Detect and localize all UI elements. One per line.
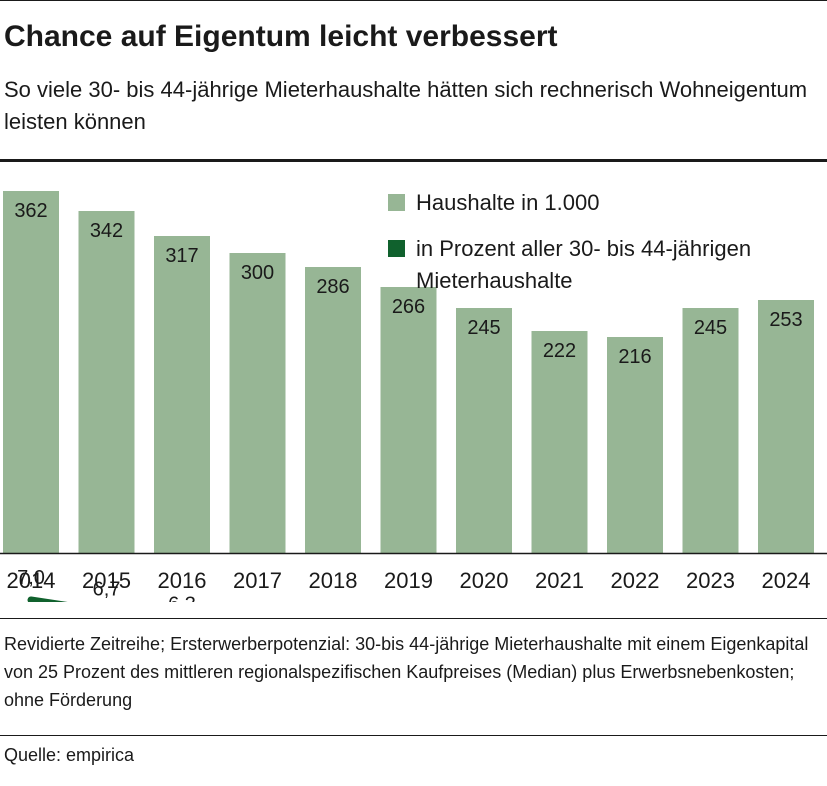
bar-2020 [456,308,512,553]
x-tick-label: 2021 [535,568,584,593]
x-tick-label: 2019 [384,568,433,593]
bar-value-label: 222 [543,340,576,362]
x-tick-label: 2014 [7,568,56,593]
source-rule [0,735,827,736]
legend: Haushalte in 1.000 in Prozent aller 30- … [388,190,751,293]
x-tick-label: 2024 [762,568,811,593]
legend-bar-swatch [388,194,405,211]
line-layer [27,596,68,602]
chart-bottom-rule [0,618,827,619]
bar-value-label: 300 [241,262,274,284]
line-value-label: 7,0 [17,567,45,589]
x-tick-label: 2018 [309,568,358,593]
footnote: Revidierte Zeitreihe; Ersterwerberpotenz… [4,634,809,710]
labels-layer: 3627,03426,73176,33006,12865,82665,32454… [14,200,802,602]
header-rule [0,159,827,162]
x-ticks-layer: 2014 2015 2016 2017 2018 2019 2020 2021 2022 2023… [7,568,811,593]
x-tick-label: 2016 [158,568,207,593]
x-tick-label: 2020 [460,568,509,593]
bar-value-label: 245 [694,317,727,339]
line-value-label: 6,7 [93,578,121,600]
bar-value-label: 245 [467,317,500,339]
bar-2024 [758,300,814,553]
bar-value-label: 253 [769,309,802,331]
x-tick-label: 2015 [82,568,131,593]
legend-line-label: in Prozent aller 30- bis 44-jährigen Miet… [416,236,751,293]
x-tick-label: 2017 [233,568,282,593]
line-value-label: 6,3 [168,594,196,602]
source-note: Quelle: empirica [4,745,135,765]
percent-line [27,596,68,602]
legend-bar-label: Haushalte in 1.000 [416,190,599,215]
bars-layer [3,191,814,553]
line-value-label: 6,1 [244,601,272,602]
x-tick-label: 2022 [611,568,660,593]
x-tick-label: 2023 [686,568,735,593]
bar-value-label: 216 [618,346,651,368]
bar-2023 [682,308,739,553]
chart-area: 3627,03426,73176,33006,12865,82665,32454… [0,190,827,602]
bar-value-label: 317 [165,245,198,267]
bar-2019 [380,287,437,553]
chart-subtitle: So viele 30- bis 44-jährige Mieterhausha… [4,77,808,134]
bar-2015 [78,211,135,553]
chart-title: Chance auf Eigentum leicht verbessert [4,20,558,53]
bar-2017 [229,253,286,553]
bar-2021 [531,331,588,553]
bar-value-label: 266 [392,296,425,318]
bar-value-label: 362 [14,200,47,222]
bar-2018 [305,267,361,553]
bar-value-label: 342 [90,220,123,242]
bar-2016 [154,236,210,553]
top-rule [0,0,827,1]
legend-line-swatch [388,240,405,257]
bar-2014 [3,191,59,553]
bar-value-label: 286 [316,276,349,298]
bar-2022 [607,337,663,553]
